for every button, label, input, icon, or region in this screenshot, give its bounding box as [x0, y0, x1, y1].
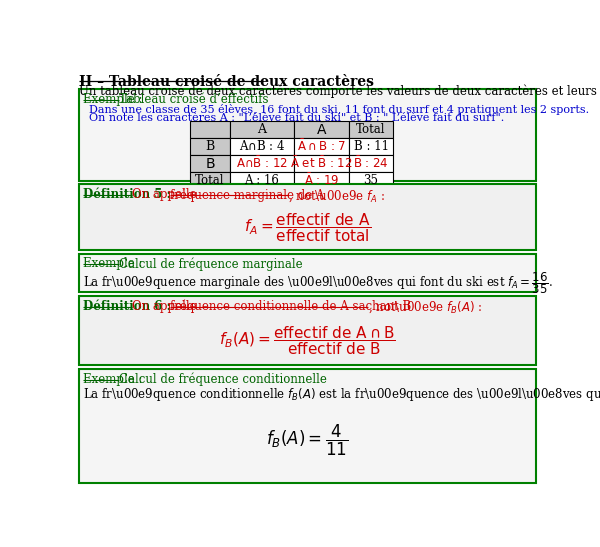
Bar [293, 121, 349, 138]
Bar [293, 155, 349, 172]
Text: $f_A = \dfrac{\mathrm{effectif\ de\ A}}{\mathrm{effectif\ total}}$: $f_A = \dfrac{\mathrm{effectif\ de\ A}}{… [244, 212, 371, 245]
Text: fréquence conditionnelle de A sachant B: fréquence conditionnelle de A sachant B [170, 300, 411, 313]
Text: II – Tableau croisé de deux caractères: II – Tableau croisé de deux caractères [79, 75, 374, 89]
Text: Exemple :: Exemple : [83, 258, 146, 270]
Bar [79, 296, 536, 365]
Text: $\bar{\mathrm{B}}$: $\bar{\mathrm{B}}$ [205, 155, 215, 172]
Text: $\bar{\mathrm{A}}$ et $\bar{\mathrm{B}}$ : 12: $\bar{\mathrm{A}}$ et $\bar{\mathrm{B}}$… [290, 156, 353, 171]
Bar [79, 184, 536, 249]
Text: Exemple :: Exemple : [83, 373, 146, 386]
Text: Calcul de fréquence marginale: Calcul de fréquence marginale [119, 258, 303, 271]
Bar [349, 155, 393, 172]
Bar [230, 138, 293, 155]
Bar [293, 138, 349, 155]
Text: A : 16: A : 16 [244, 174, 279, 187]
Text: fréquence marginale de A: fréquence marginale de A [170, 188, 324, 202]
Bar [79, 369, 536, 483]
Text: 35: 35 [364, 174, 379, 187]
Bar [79, 253, 536, 292]
Bar [230, 121, 293, 138]
Bar [349, 138, 393, 155]
Text: On appelle: On appelle [133, 188, 201, 201]
Text: $\bar{\mathrm{A}}\cap$B : 7: $\bar{\mathrm{A}}\cap$B : 7 [297, 139, 346, 154]
Text: On note les caractères A : "L’élève fait du ski" et B : " L’élève fait du surf".: On note les caractères A : "L’élève fait… [89, 113, 504, 124]
Text: La fr\u00e9quence marginale des \u00e9l\u00e8ves qui font du ski est $f_A = \dfr: La fr\u00e9quence marginale des \u00e9l\… [83, 270, 553, 296]
Bar [230, 172, 293, 189]
Text: La fr\u00e9quence conditionnelle $f_B(A)$ est la fr\u00e9quence des \u00e9l\u00e: La fr\u00e9quence conditionnelle $f_B(A)… [83, 386, 600, 403]
Text: $f_B(A) = \dfrac{\mathrm{effectif\ de\ A}\cap\mathrm{B}}{\mathrm{effectif\ de\ B: $f_B(A) = \dfrac{\mathrm{effectif\ de\ A… [219, 324, 396, 357]
Text: Définition 5 :: Définition 5 : [83, 188, 175, 201]
Text: Total: Total [356, 123, 386, 136]
Text: B: B [205, 140, 214, 153]
Text: A$\cap$B : 4: A$\cap$B : 4 [239, 139, 285, 154]
Bar [349, 121, 393, 138]
Text: $\bar{\mathrm{A}}$ : 19: $\bar{\mathrm{A}}$ : 19 [304, 173, 339, 188]
Text: , not\u00e9e $f_B(A)$ :: , not\u00e9e $f_B(A)$ : [368, 300, 482, 315]
Bar [190, 121, 230, 138]
Bar [190, 172, 230, 189]
Text: Exemple :: Exemple : [83, 92, 146, 106]
Bar [230, 155, 293, 172]
Text: Total: Total [195, 174, 224, 187]
Text: Un tableau croisé de deux caractères comporte les valeurs de deux caractères et : Un tableau croisé de deux caractères com… [79, 85, 600, 98]
Text: On appelle: On appelle [133, 300, 201, 313]
Text: Définition 6 :: Définition 6 : [83, 300, 175, 313]
Text: , not\u00e9e $f_A$ :: , not\u00e9e $f_A$ : [288, 188, 385, 203]
Bar [293, 172, 349, 189]
Bar [79, 89, 536, 181]
Text: Tableau croisé d’effectifs: Tableau croisé d’effectifs [119, 92, 269, 106]
Bar [190, 138, 230, 155]
Text: A: A [257, 123, 266, 136]
Text: Calcul de fréquence conditionnelle: Calcul de fréquence conditionnelle [119, 373, 327, 386]
Text: Dans une classe de 35 élèves, 16 font du ski, 11 font du surf et 4 pratiquent le: Dans une classe de 35 élèves, 16 font du… [89, 104, 589, 115]
Text: $\bar{\mathrm{B}}$ : 24: $\bar{\mathrm{B}}$ : 24 [353, 156, 389, 171]
Text: A$\cap\bar{\mathrm{B}}$ : 12: A$\cap\bar{\mathrm{B}}$ : 12 [236, 156, 288, 171]
Bar [190, 155, 230, 172]
Text: B : 11: B : 11 [353, 140, 389, 153]
Bar [349, 172, 393, 189]
Text: $\bar{\mathrm{A}}$: $\bar{\mathrm{A}}$ [316, 121, 327, 138]
Text: $f_B(A) = \dfrac{4}{11}$: $f_B(A) = \dfrac{4}{11}$ [266, 423, 349, 458]
